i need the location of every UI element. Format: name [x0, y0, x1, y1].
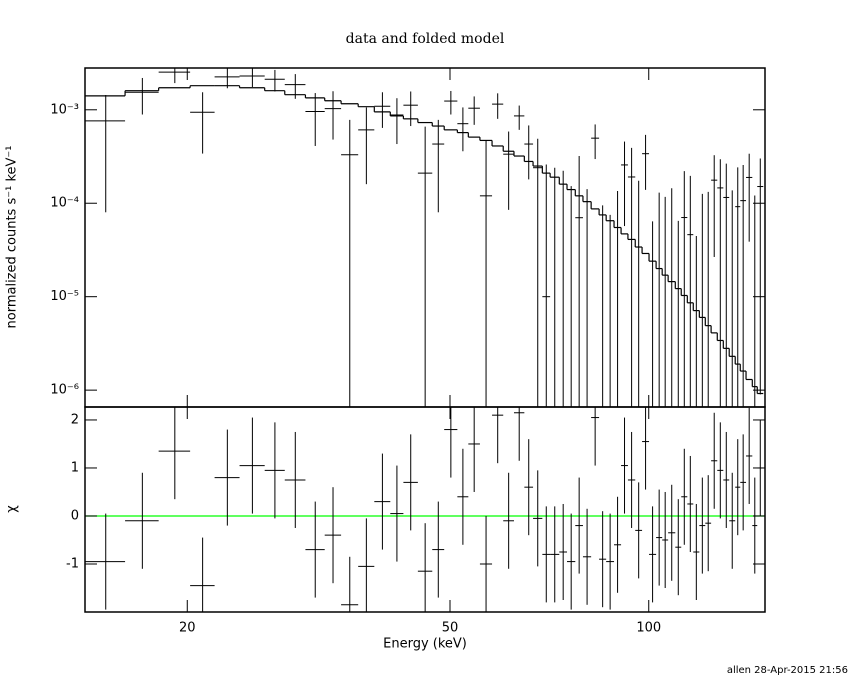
- y-tick-label: 2: [71, 412, 79, 427]
- y-tick-label: 10⁻³: [50, 102, 79, 117]
- chart-title: data and folded model: [346, 31, 505, 47]
- x-tick-label: 50: [442, 621, 459, 636]
- plot-frame: [84, 406, 766, 613]
- y-tick-label: 1: [71, 460, 79, 475]
- plot-area: [85, 407, 765, 612]
- footer: allen 28-Apr-2015 21:56: [727, 665, 848, 676]
- y-tick-label: 10⁻⁵: [50, 289, 79, 304]
- y-axis-label: χ: [5, 505, 20, 513]
- y-tick-label: 10⁻⁶: [50, 383, 79, 398]
- x-axis-label: Energy (keV): [383, 637, 467, 652]
- plot-area: [85, 68, 764, 407]
- x-tick-label: 100: [636, 621, 661, 636]
- x-tick-label: 20: [179, 621, 196, 636]
- y-tick-label: 10⁻⁴: [50, 196, 79, 211]
- y-tick-label: -1: [66, 556, 79, 571]
- y-tick-label: 0: [71, 508, 79, 523]
- y-axis-label: normalized counts s⁻¹ keV⁻¹: [5, 146, 20, 329]
